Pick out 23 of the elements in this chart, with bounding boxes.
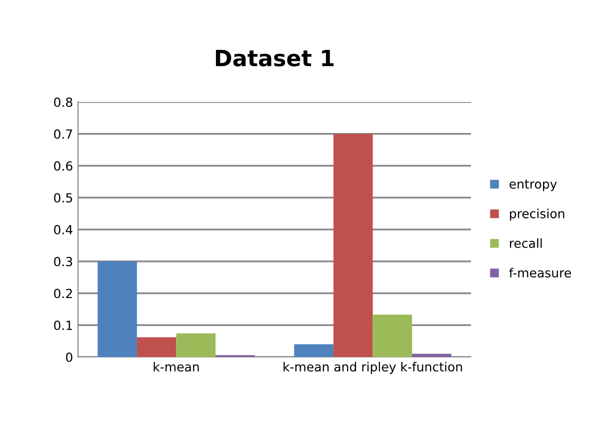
y-tick-label: 0.8	[54, 97, 72, 107]
x-tick-label: k-mean and ripley k-function	[284, 362, 462, 374]
y-tick-label: 0.6	[54, 161, 72, 171]
legend-label: f-measure	[509, 268, 571, 278]
bar	[98, 261, 137, 357]
bar	[372, 314, 412, 357]
bar	[136, 337, 176, 357]
x-tick-label: k-mean	[154, 362, 199, 372]
y-tick-label: 0.5	[54, 193, 72, 203]
bar	[176, 333, 216, 357]
legend-label: precision	[510, 208, 564, 221]
legend-label: recall	[510, 238, 542, 248]
y-tick-label: 0.7	[54, 129, 72, 139]
y-tick-label: 0.3	[54, 256, 72, 266]
y-tick-label: 0.1	[54, 320, 72, 330]
bar	[333, 134, 373, 357]
chart-title: Dataset 1	[216, 50, 334, 66]
y-tick-label: 0.2	[54, 288, 72, 298]
y-tick-label: 0	[66, 352, 72, 362]
bar	[412, 354, 452, 357]
y-tick-label: 0.4	[54, 224, 72, 234]
legend-label: entropy	[510, 180, 557, 192]
bar	[294, 344, 334, 357]
